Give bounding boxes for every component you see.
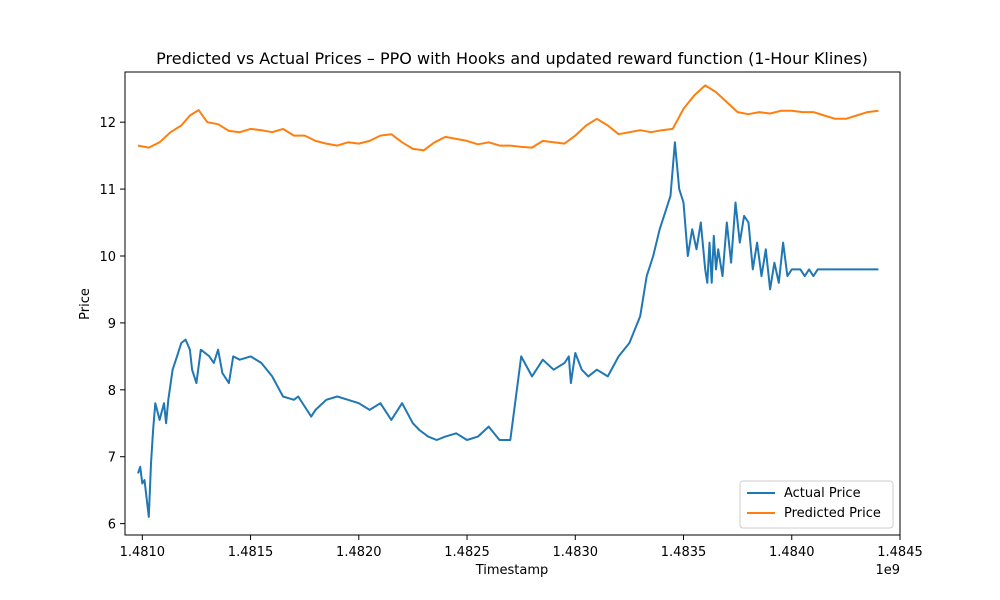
y-tick-label: 9 bbox=[108, 317, 116, 332]
x-axis-label: Timestamp bbox=[475, 563, 549, 578]
y-axis-ticks: 6 7 8 9 10 11 12 bbox=[99, 116, 125, 533]
plot-area bbox=[124, 71, 901, 536]
y-tick-label: 11 bbox=[99, 183, 116, 198]
legend-label-predicted: Predicted Price bbox=[784, 506, 881, 521]
x-tick-label: 1.4830 bbox=[553, 545, 599, 560]
legend-box bbox=[739, 480, 894, 529]
y-tick-label: 12 bbox=[99, 116, 116, 131]
x-tick-label: 1.4840 bbox=[769, 545, 815, 560]
y-tick-label: 7 bbox=[108, 451, 116, 466]
x-tick-label: 1.4810 bbox=[120, 545, 166, 560]
series-layer bbox=[137, 84, 879, 518]
x-axis-offset-label: 1e9 bbox=[875, 563, 900, 578]
x-tick-label: 1.4825 bbox=[444, 545, 490, 560]
legend-label-actual: Actual Price bbox=[784, 486, 861, 501]
y-tick-label: 6 bbox=[108, 518, 116, 533]
y-tick-label: 10 bbox=[99, 250, 116, 265]
x-tick-label: 1.4815 bbox=[228, 545, 274, 560]
legend: Actual Price Predicted Price bbox=[739, 480, 894, 529]
x-tick-label: 1.4820 bbox=[336, 545, 382, 560]
x-axis-ticks: 1.4810 1.4815 1.4820 1.4825 1.4830 1.4835 1.48… bbox=[120, 535, 923, 560]
x-tick-label: 1.4835 bbox=[661, 545, 707, 560]
series-line-predicted-price bbox=[137, 84, 879, 152]
chart-title: Predicted vs Actual Prices – PPO with Ho… bbox=[156, 49, 868, 68]
x-tick-label: 1.4845 bbox=[877, 545, 923, 560]
axes-frame bbox=[124, 71, 901, 536]
series-line-actual-price bbox=[137, 141, 879, 518]
y-tick-label: 8 bbox=[108, 384, 116, 399]
y-axis-label: Price bbox=[78, 288, 93, 320]
